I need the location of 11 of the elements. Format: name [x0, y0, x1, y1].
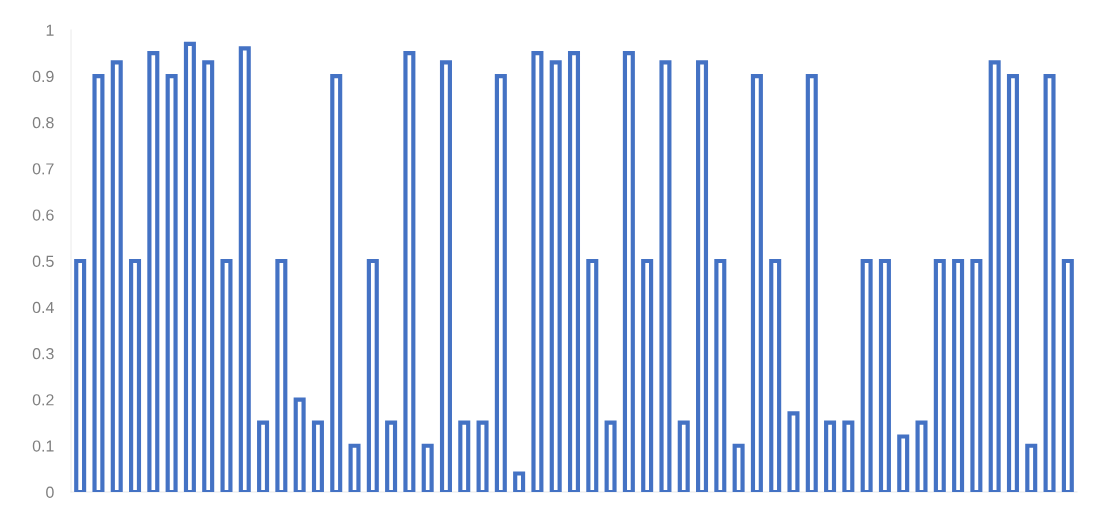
y-tick-label: 0 — [46, 486, 54, 498]
y-tick-label: 0.1 — [32, 440, 54, 452]
y-tick-label: 0.9 — [32, 70, 54, 83]
y-tick-label: 0.2 — [32, 394, 54, 406]
y-tick-label: 0.5 — [32, 255, 54, 267]
y-tick-label: 0.4 — [32, 301, 54, 314]
y-tick-label: 1 — [46, 24, 54, 36]
y-tick-label: 0.8 — [32, 117, 54, 129]
y-tick-label: 0.7 — [32, 163, 54, 175]
y-tick-label: 0.3 — [32, 348, 54, 360]
y-tick-label: 0.6 — [32, 209, 54, 221]
